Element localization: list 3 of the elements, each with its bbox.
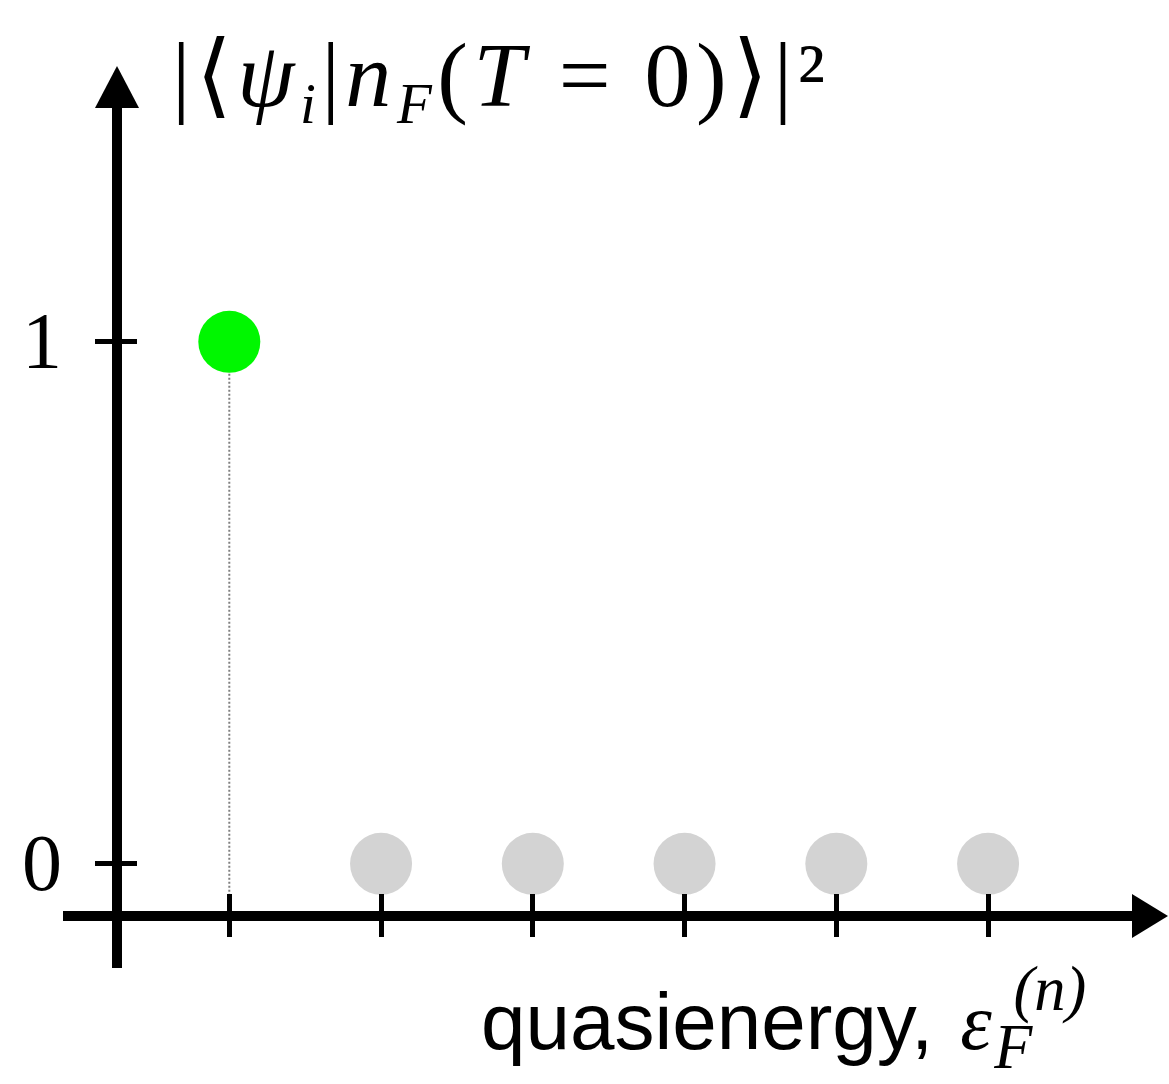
y-tick-label: 0: [22, 818, 62, 907]
y-tick-label: 1: [22, 296, 62, 385]
text: |⟨ψ$_{i}$|n$_{F}$(T = 0)⟩|²: [172, 24, 831, 136]
